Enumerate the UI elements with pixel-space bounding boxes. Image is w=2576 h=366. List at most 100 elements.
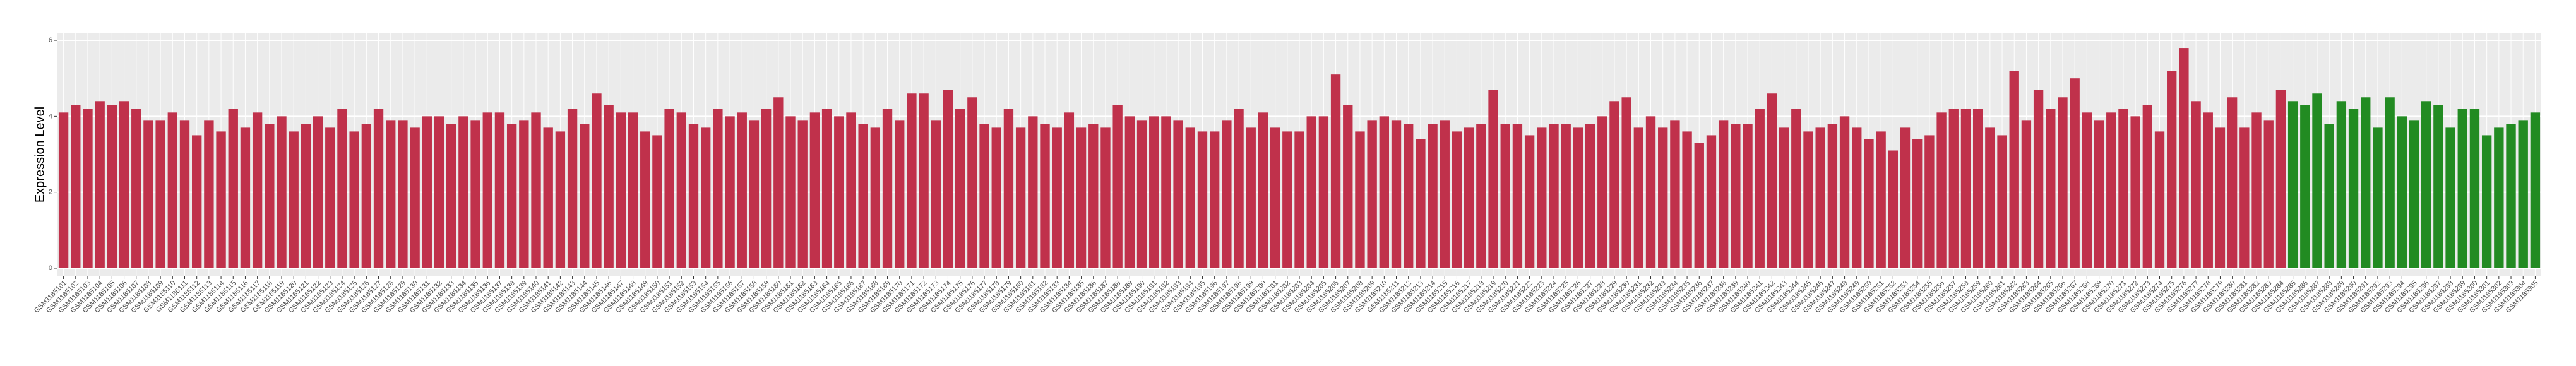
bar bbox=[1524, 135, 1535, 268]
bar bbox=[1100, 127, 1111, 268]
bar bbox=[1112, 105, 1123, 268]
bar bbox=[1743, 124, 1753, 268]
bar bbox=[446, 124, 456, 268]
bar bbox=[1234, 109, 1244, 268]
bar bbox=[1379, 116, 1390, 268]
bar bbox=[846, 112, 856, 268]
bar bbox=[2227, 97, 2238, 268]
bar bbox=[1888, 150, 1898, 268]
bar bbox=[1197, 131, 1208, 268]
bar bbox=[1149, 116, 1159, 268]
bar bbox=[216, 131, 226, 268]
bar bbox=[252, 112, 263, 268]
bar bbox=[71, 105, 81, 268]
bar bbox=[2058, 97, 2068, 268]
bar bbox=[265, 124, 275, 268]
bar bbox=[1985, 127, 1995, 268]
bar bbox=[470, 120, 480, 268]
bar bbox=[773, 97, 784, 268]
bar bbox=[2046, 109, 2056, 268]
bar bbox=[991, 127, 1001, 268]
bar bbox=[1960, 109, 1971, 268]
bar bbox=[2518, 120, 2528, 268]
bar bbox=[1318, 116, 1329, 268]
bar bbox=[1124, 116, 1135, 268]
bar bbox=[761, 109, 772, 268]
bar bbox=[107, 105, 117, 268]
bar bbox=[2530, 112, 2541, 268]
bar bbox=[2094, 120, 2104, 268]
bar bbox=[1294, 131, 1304, 268]
bar bbox=[737, 112, 747, 268]
bar bbox=[2287, 101, 2298, 268]
bar bbox=[1500, 124, 1510, 268]
bar bbox=[349, 131, 359, 268]
bar bbox=[1561, 124, 1571, 268]
bar bbox=[688, 124, 699, 268]
bar bbox=[2361, 97, 2371, 268]
bar bbox=[2481, 135, 2492, 268]
bar bbox=[1900, 127, 1911, 268]
bar bbox=[58, 112, 69, 268]
bar bbox=[2506, 124, 2516, 268]
bar bbox=[2373, 127, 2383, 268]
bar bbox=[1330, 74, 1341, 268]
bar bbox=[604, 105, 614, 268]
bar bbox=[2167, 71, 2177, 268]
bar bbox=[2118, 109, 2128, 268]
bar bbox=[2130, 116, 2140, 268]
bar bbox=[1282, 131, 1292, 268]
bar bbox=[2324, 124, 2334, 268]
bar bbox=[458, 116, 468, 268]
bar bbox=[2082, 112, 2092, 268]
bar bbox=[1621, 97, 1631, 268]
bar bbox=[1391, 120, 1402, 268]
bar bbox=[882, 109, 893, 268]
bar bbox=[240, 127, 251, 268]
bar bbox=[1355, 131, 1365, 268]
bar bbox=[531, 112, 541, 268]
bar bbox=[1258, 112, 1268, 268]
bar bbox=[2009, 71, 2019, 268]
bar bbox=[2033, 90, 2044, 268]
bar bbox=[1306, 116, 1316, 268]
bar bbox=[1718, 120, 1729, 268]
bar bbox=[955, 109, 965, 268]
bar bbox=[797, 120, 808, 268]
bar bbox=[204, 120, 214, 268]
bar bbox=[1585, 124, 1595, 268]
bar bbox=[494, 112, 505, 268]
bar bbox=[386, 120, 396, 268]
bar bbox=[2275, 90, 2286, 268]
bar bbox=[580, 124, 590, 268]
bar bbox=[1924, 135, 1935, 268]
bar bbox=[821, 109, 832, 268]
bar bbox=[543, 127, 553, 268]
bar bbox=[1488, 90, 1498, 268]
bar bbox=[167, 112, 177, 268]
bar bbox=[1246, 127, 1256, 268]
bar bbox=[725, 116, 735, 268]
bar bbox=[1633, 127, 1644, 268]
bar bbox=[834, 116, 844, 268]
bar bbox=[1452, 131, 1462, 268]
bar bbox=[749, 120, 760, 268]
bar bbox=[155, 120, 165, 268]
bar bbox=[373, 109, 384, 268]
bar bbox=[1839, 116, 1850, 268]
bar bbox=[1706, 135, 1717, 268]
bar bbox=[1755, 109, 1765, 268]
bar bbox=[640, 131, 650, 268]
bar bbox=[1161, 116, 1171, 268]
bar bbox=[1367, 120, 1377, 268]
bar bbox=[2409, 120, 2419, 268]
y-axis-label: Expression Level bbox=[33, 107, 47, 203]
bar bbox=[398, 120, 408, 268]
bar bbox=[979, 124, 989, 268]
bar bbox=[1270, 127, 1280, 268]
bar bbox=[2421, 101, 2431, 268]
bar bbox=[1209, 131, 1220, 268]
y-tick-label: 2 bbox=[49, 189, 52, 196]
bar bbox=[2348, 109, 2359, 268]
